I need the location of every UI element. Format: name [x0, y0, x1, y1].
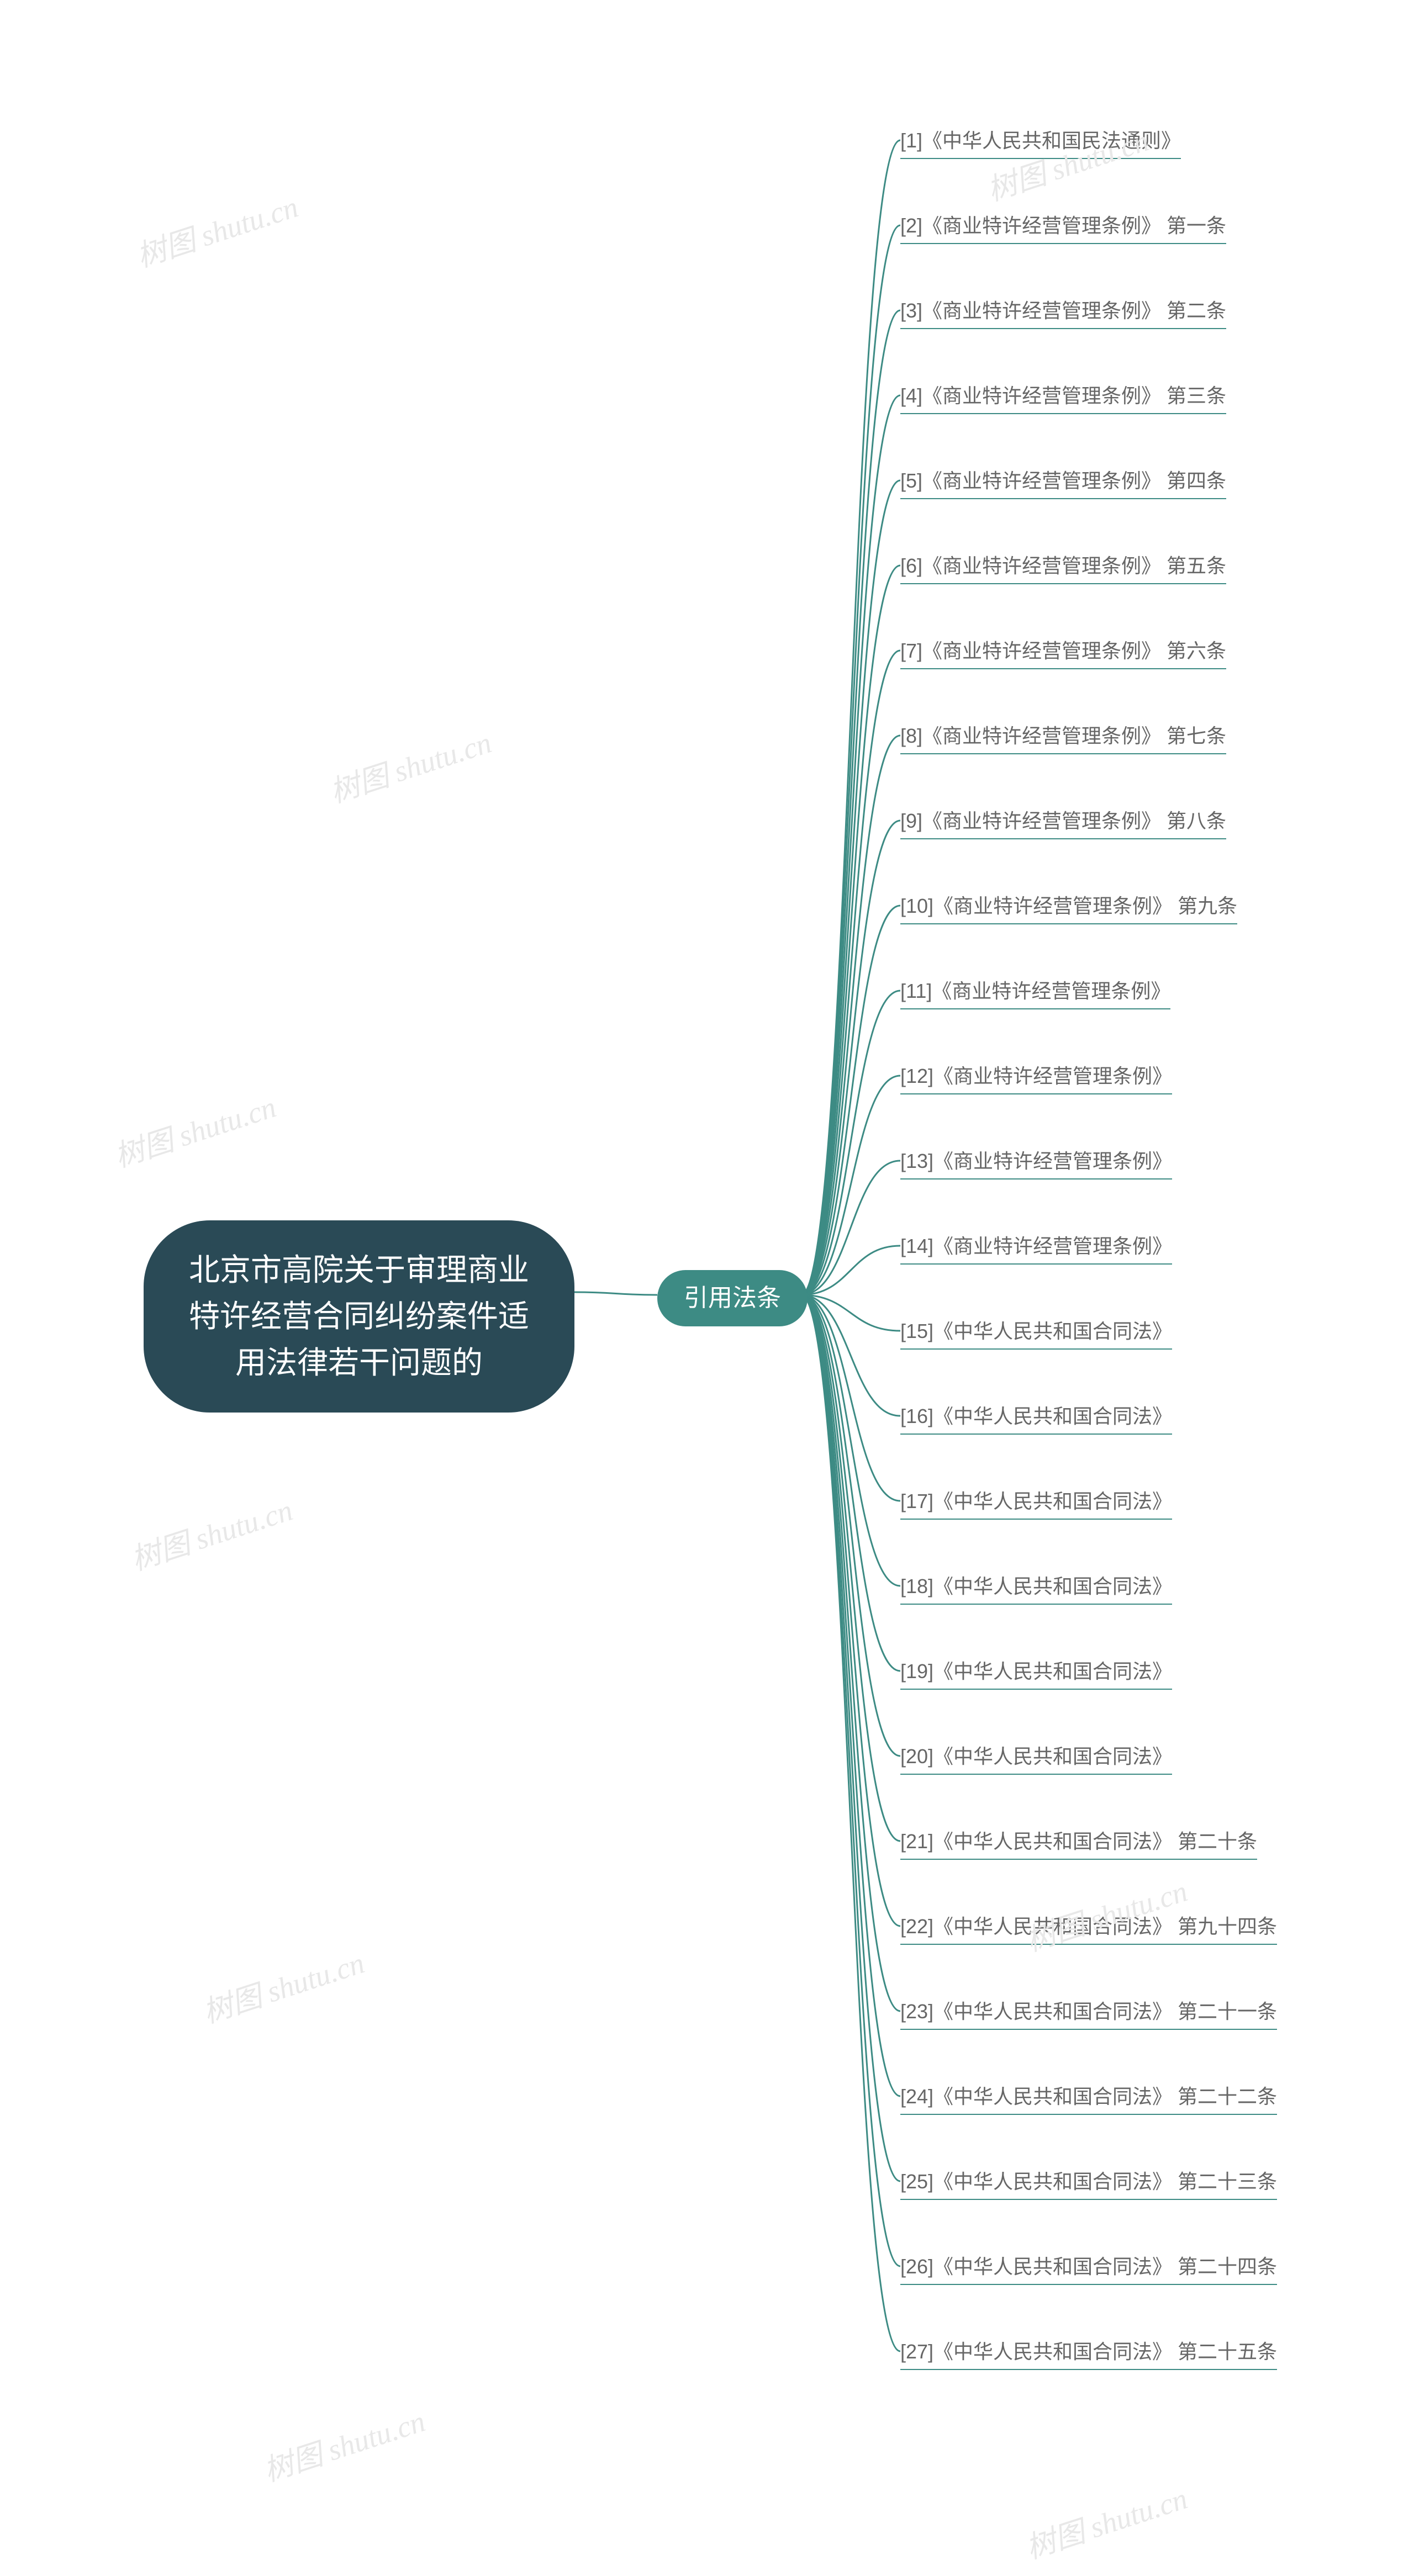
leaf-node[interactable]: [27]《中华人民共和国合同法》 第二十五条: [900, 2338, 1277, 2370]
leaf-label: [23]《中华人民共和国合同法》 第二十一条: [900, 2000, 1277, 2023]
leaf-node[interactable]: [14]《商业特许经营管理条例》: [900, 1233, 1172, 1265]
leaf-label: [5]《商业特许经营管理条例》 第四条: [900, 469, 1226, 492]
leaf-node[interactable]: [1]《中华人民共和国民法通则》: [900, 127, 1181, 159]
edge: [801, 1295, 900, 1501]
leaf-label: [24]《中华人民共和国合同法》 第二十二条: [900, 2085, 1277, 2108]
edge: [574, 1292, 657, 1295]
watermark-text: 树图 shutu.cn: [257, 2397, 430, 2490]
leaf-label: [1]《中华人民共和国民法通则》: [900, 129, 1181, 152]
leaf-node[interactable]: [5]《商业特许经营管理条例》 第四条: [900, 467, 1226, 499]
watermark-text: 树图 shutu.cn: [108, 1082, 281, 1176]
edge: [801, 1295, 900, 1586]
edge: [801, 140, 900, 1295]
leaf-node[interactable]: [12]《商业特许经营管理条例》: [900, 1062, 1172, 1094]
leaf-label: [10]《商业特许经营管理条例》 第九条: [900, 895, 1237, 917]
leaf-node[interactable]: [25]《中华人民共和国合同法》 第二十三条: [900, 2168, 1277, 2200]
leaf-label: [4]《商业特许经营管理条例》 第三条: [900, 384, 1226, 407]
edge: [801, 1161, 900, 1295]
leaf-node[interactable]: [21]《中华人民共和国合同法》 第二十条: [900, 1828, 1257, 1860]
edge: [801, 1295, 900, 1671]
root-node[interactable]: 北京市高院关于审理商业特许经营合同纠纷案件适用法律若干问题的: [144, 1220, 574, 1413]
edge: [801, 1295, 900, 1756]
edge: [801, 1246, 900, 1295]
edge: [801, 480, 900, 1295]
edge: [801, 1295, 900, 1416]
edge: [801, 991, 900, 1295]
leaf-node[interactable]: [6]《商业特许经营管理条例》 第五条: [900, 552, 1226, 584]
leaf-node[interactable]: [23]《中华人民共和国合同法》 第二十一条: [900, 1998, 1277, 2030]
edge: [801, 310, 900, 1295]
leaf-node[interactable]: [24]《中华人民共和国合同法》 第二十二条: [900, 2083, 1277, 2115]
leaf-node[interactable]: [9]《商业特许经营管理条例》 第八条: [900, 807, 1226, 839]
leaf-node[interactable]: [16]《中华人民共和国合同法》: [900, 1403, 1172, 1435]
leaf-label: [3]《商业特许经营管理条例》 第二条: [900, 299, 1226, 322]
mindmap-canvas: 北京市高院关于审理商业特许经营合同纠纷案件适用法律若干问题的 引用法条 [1]《…: [0, 0, 1414, 2576]
leaf-label: [6]《商业特许经营管理条例》 第五条: [900, 554, 1226, 577]
edge: [801, 395, 900, 1295]
leaf-node[interactable]: [26]《中华人民共和国合同法》 第二十四条: [900, 2253, 1277, 2285]
leaf-node[interactable]: [20]《中华人民共和国合同法》: [900, 1743, 1172, 1775]
edge: [801, 1295, 900, 1841]
leaf-label: [26]《中华人民共和国合同法》 第二十四条: [900, 2255, 1277, 2278]
watermark-text: 树图 shutu.cn: [130, 182, 303, 276]
edge: [801, 736, 900, 1295]
leaf-node[interactable]: [8]《商业特许经营管理条例》 第七条: [900, 722, 1226, 754]
leaf-label: [21]《中华人民共和国合同法》 第二十条: [900, 1830, 1257, 1853]
leaf-node[interactable]: [11]《商业特许经营管理条例》: [900, 977, 1170, 1009]
edge: [801, 1295, 900, 2096]
leaf-node[interactable]: [19]《中华人民共和国合同法》: [900, 1658, 1172, 1690]
leaf-label: [14]《商业特许经营管理条例》: [900, 1235, 1172, 1257]
root-label: 北京市高院关于审理商业特许经营合同纠纷案件适用法律若干问题的: [189, 1252, 529, 1380]
leaf-label: [9]《商业特许经营管理条例》 第八条: [900, 810, 1226, 832]
leaf-label: [15]《中华人民共和国合同法》: [900, 1320, 1172, 1342]
watermark-text: 树图 shutu.cn: [1020, 2474, 1193, 2567]
leaf-label: [7]《商业特许经营管理条例》 第六条: [900, 639, 1226, 662]
level1-label: 引用法条: [684, 1284, 781, 1311]
edge: [801, 1295, 900, 2351]
leaf-label: [22]《中华人民共和国合同法》 第九十四条: [900, 1915, 1277, 1938]
leaf-label: [27]《中华人民共和国合同法》 第二十五条: [900, 2340, 1277, 2363]
watermark-text: 树图 shutu.cn: [197, 1938, 370, 2032]
edge: [801, 1295, 900, 2266]
leaf-label: [20]《中华人民共和国合同法》: [900, 1745, 1172, 1768]
leaf-label: [19]《中华人民共和国合同法》: [900, 1660, 1172, 1683]
edge: [801, 225, 900, 1295]
leaf-node[interactable]: [22]《中华人民共和国合同法》 第九十四条: [900, 1913, 1277, 1945]
edge: [801, 1295, 900, 2181]
leaf-node[interactable]: [13]《商业特许经营管理条例》: [900, 1147, 1172, 1179]
leaf-node[interactable]: [15]《中华人民共和国合同法》: [900, 1318, 1172, 1350]
leaf-node[interactable]: [3]《商业特许经营管理条例》 第二条: [900, 297, 1226, 329]
edge: [801, 565, 900, 1295]
leaf-label: [18]《中华人民共和国合同法》: [900, 1575, 1172, 1598]
leaf-node[interactable]: [7]《商业特许经营管理条例》 第六条: [900, 637, 1226, 669]
edge: [801, 650, 900, 1295]
leaf-label: [2]《商业特许经营管理条例》 第一条: [900, 214, 1226, 237]
leaf-label: [16]《中华人民共和国合同法》: [900, 1405, 1172, 1427]
leaf-label: [25]《中华人民共和国合同法》 第二十三条: [900, 2170, 1277, 2193]
level1-node[interactable]: 引用法条: [657, 1270, 808, 1326]
leaf-node[interactable]: [4]《商业特许经营管理条例》 第三条: [900, 382, 1226, 414]
leaf-node[interactable]: [2]《商业特许经营管理条例》 第一条: [900, 212, 1226, 244]
edge: [801, 821, 900, 1295]
leaf-label: [11]《商业特许经营管理条例》: [900, 980, 1170, 1002]
edge: [801, 1295, 900, 1926]
watermark-text: 树图 shutu.cn: [324, 718, 497, 811]
leaf-label: [17]《中华人民共和国合同法》: [900, 1490, 1172, 1512]
edge: [801, 906, 900, 1295]
leaf-label: [13]《商业特许经营管理条例》: [900, 1150, 1172, 1172]
edge: [801, 1076, 900, 1295]
leaf-node[interactable]: [17]《中华人民共和国合同法》: [900, 1488, 1172, 1520]
leaf-node[interactable]: [18]《中华人民共和国合同法》: [900, 1573, 1172, 1605]
leaf-label: [8]《商业特许经营管理条例》 第七条: [900, 724, 1226, 747]
edge: [801, 1295, 900, 2011]
watermark-text: 树图 shutu.cn: [125, 1485, 298, 1579]
leaf-label: [12]《商业特许经营管理条例》: [900, 1065, 1172, 1087]
edge: [801, 1295, 900, 1331]
leaf-node[interactable]: [10]《商业特许经营管理条例》 第九条: [900, 892, 1237, 924]
